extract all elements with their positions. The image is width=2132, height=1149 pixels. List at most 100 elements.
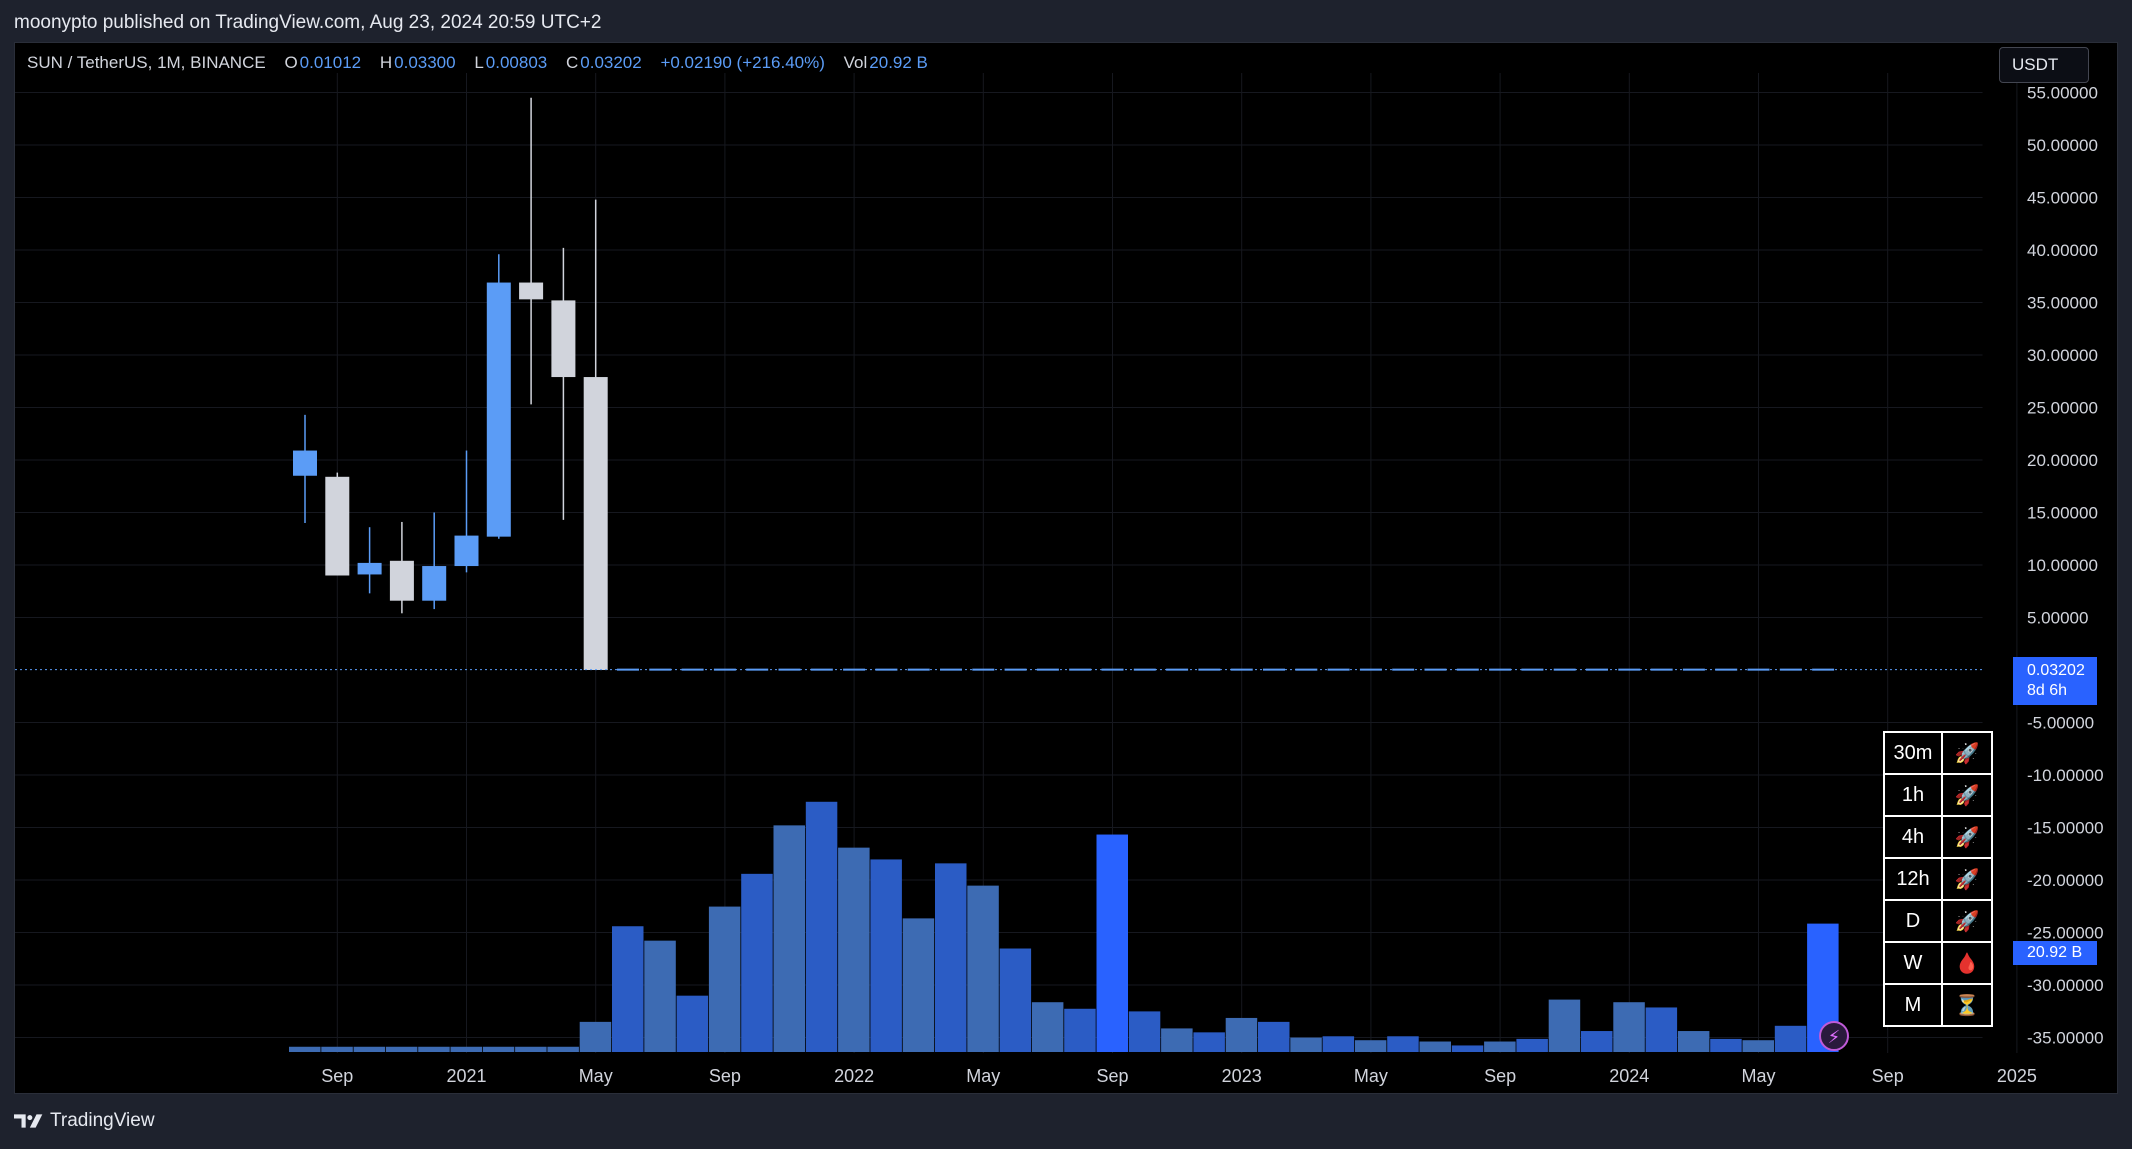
volume-bar	[935, 863, 967, 1052]
candle-body	[422, 566, 447, 601]
close-label: C	[565, 53, 579, 72]
symbol-name[interactable]: SUN / TetherUS, 1M, BINANCE	[27, 53, 266, 72]
y-axis-tick-label: 10.00000	[2027, 556, 2098, 575]
x-axis-tick-label: Sep	[1096, 1066, 1128, 1086]
volume-bar	[805, 801, 838, 1052]
candle-body	[293, 450, 317, 476]
volume-value: 20.92 B	[869, 53, 928, 72]
x-axis-tick-label: Sep	[1872, 1066, 1904, 1086]
x-axis-tick-label: 2024	[1609, 1066, 1649, 1086]
y-axis-tick-label: 45.00000	[2027, 189, 2098, 208]
timeframe-status-table: 30m 🚀 1h 🚀 4h 🚀 12h 🚀 D 🚀 W 🩸 M ⏳	[1883, 731, 1993, 1027]
timeframe-label: 12h	[1883, 857, 1943, 901]
volume-bar	[676, 995, 709, 1052]
volume-bar	[1548, 999, 1581, 1052]
timeframe-label: 1h	[1883, 773, 1943, 817]
candle-body	[486, 282, 511, 537]
volume-bar	[1193, 1032, 1225, 1052]
timeframe-row: W 🩸	[1883, 941, 1993, 985]
volume-bar	[1064, 1008, 1096, 1052]
tradingview-logo-icon	[14, 1114, 43, 1128]
x-axis-tick-label: May	[1354, 1066, 1388, 1086]
volume-bar	[1742, 1040, 1774, 1052]
candle-body	[325, 476, 350, 576]
x-axis-tick-label: 2022	[834, 1066, 874, 1086]
y-axis-tick-label: 30.00000	[2027, 346, 2098, 365]
lightning-icon[interactable]: ⚡	[1819, 1021, 1849, 1051]
x-axis-tick-label: May	[966, 1066, 1000, 1086]
y-axis-tick-label: 25.00000	[2027, 399, 2098, 418]
y-axis-tick-label: 55.00000	[2027, 84, 2098, 103]
x-axis-tick-label: 2021	[446, 1066, 486, 1086]
candle-body	[551, 300, 576, 378]
volume-bar	[773, 825, 805, 1052]
high-label: H	[379, 53, 393, 72]
x-axis-tick-label: Sep	[321, 1066, 353, 1086]
volume-bar	[1354, 1040, 1387, 1052]
footer-branding[interactable]: TradingView	[14, 1110, 155, 1132]
volume-tag: 20.92 B	[2013, 941, 2097, 965]
volume-bar	[1774, 1025, 1807, 1052]
volume-bar	[1128, 1011, 1161, 1052]
volume-bar	[579, 1021, 612, 1052]
volume-bar	[708, 906, 741, 1052]
y-axis-tick-label: 40.00000	[2027, 241, 2098, 260]
footer-brand: TradingView	[50, 1110, 155, 1131]
volume-bar	[644, 940, 676, 1052]
price-chart[interactable]: 55.00000 50.00000 45.00000 40.00000 35.00000…	[15, 43, 2118, 1094]
y-axis-tick-label: -30.00000	[2027, 976, 2104, 995]
x-axis-tick-label: 2025	[1997, 1066, 2037, 1086]
x-axis-tick-label: May	[1741, 1066, 1775, 1086]
timeframe-label: M	[1883, 983, 1943, 1027]
timeframe-row: 1h 🚀	[1883, 773, 1993, 817]
x-axis-tick-label: Sep	[1484, 1066, 1516, 1086]
volume-bar	[902, 918, 935, 1052]
low-label: L	[474, 53, 484, 72]
volume-bar	[1581, 1031, 1613, 1052]
volume-bar	[741, 873, 773, 1052]
volume-label: Vol	[843, 53, 868, 72]
volume-bar	[450, 1046, 482, 1052]
timeframe-label: W	[1883, 941, 1943, 985]
x-axis-tick-label: May	[579, 1066, 613, 1086]
low-value: 0.00803	[485, 53, 548, 72]
y-axis-tick-label: -20.00000	[2027, 871, 2104, 890]
volume-bar	[321, 1046, 353, 1052]
volume-bar	[612, 926, 644, 1052]
last-price-tag: 0.03202 8d 6h	[2013, 657, 2097, 705]
volume-bar	[418, 1046, 450, 1052]
rocket-icon: 🚀	[1941, 815, 1993, 859]
volume-bar	[1710, 1038, 1742, 1052]
volume-bar	[289, 1046, 321, 1052]
chart-pane[interactable]: 55.00000 50.00000 45.00000 40.00000 35.00000…	[14, 42, 2118, 1094]
y-axis-tick-label: -10.00000	[2027, 766, 2104, 785]
open-label: O	[284, 53, 298, 72]
timeframe-label: 4h	[1883, 815, 1943, 859]
timeframe-label: 30m	[1883, 731, 1943, 775]
volume-bar	[1484, 1041, 1516, 1052]
x-axis-tick-label: Sep	[709, 1066, 741, 1086]
y-axis-tick-label: 20.00000	[2027, 451, 2098, 470]
candle-countdown: 8d 6h	[2027, 682, 2068, 699]
x-axis-tick-label: 2023	[1222, 1066, 1262, 1086]
high-value: 0.03300	[394, 53, 456, 72]
y-axis-tick-label: 35.00000	[2027, 294, 2098, 313]
volume-bar	[1419, 1041, 1451, 1052]
currency-button[interactable]: USDT	[1999, 47, 2089, 83]
volume-bar	[1161, 1028, 1193, 1052]
volume-bar	[1258, 1021, 1290, 1052]
last-price: 0.03202	[2027, 662, 2085, 679]
rocket-icon: 🚀	[1941, 731, 1993, 775]
volume-bar	[1225, 1017, 1258, 1052]
volume-bar	[838, 847, 870, 1052]
volume-bar	[1290, 1037, 1322, 1052]
timeframe-row: M ⏳	[1883, 983, 1993, 1027]
publisher-info: moonypto published on TradingView.com, A…	[14, 12, 602, 33]
timeframe-row: 4h 🚀	[1883, 815, 1993, 859]
candle-body	[454, 535, 479, 567]
volume-bar	[482, 1046, 515, 1052]
volume-bar	[1387, 1036, 1419, 1052]
drop-icon: 🩸	[1941, 941, 1993, 985]
symbol-legend: SUN / TetherUS, 1M, BINANCE O 0.01012 H 0.…	[27, 53, 930, 73]
volume-bar	[515, 1046, 547, 1052]
